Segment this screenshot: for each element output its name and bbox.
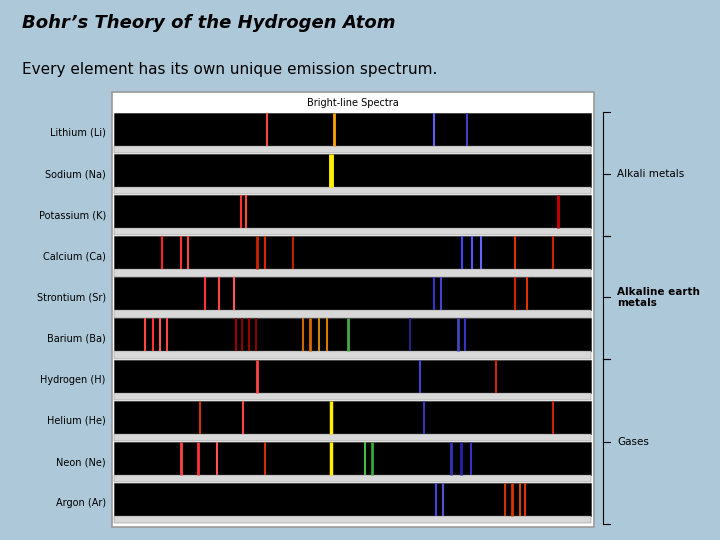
Text: Helium (He): Helium (He) bbox=[47, 416, 106, 426]
FancyBboxPatch shape bbox=[114, 360, 591, 393]
FancyBboxPatch shape bbox=[114, 401, 591, 434]
Text: Potassium (K): Potassium (K) bbox=[39, 210, 106, 220]
FancyBboxPatch shape bbox=[114, 434, 591, 441]
Text: Gases: Gases bbox=[617, 436, 649, 447]
Text: Neon (Ne): Neon (Ne) bbox=[56, 457, 106, 467]
FancyBboxPatch shape bbox=[114, 483, 591, 516]
Text: Lithium (Li): Lithium (Li) bbox=[50, 128, 106, 138]
FancyBboxPatch shape bbox=[114, 146, 591, 153]
Text: Alkaline earth
metals: Alkaline earth metals bbox=[617, 287, 700, 308]
FancyBboxPatch shape bbox=[114, 269, 591, 276]
FancyBboxPatch shape bbox=[114, 195, 591, 228]
Text: Sodium (Na): Sodium (Na) bbox=[45, 169, 106, 179]
FancyBboxPatch shape bbox=[114, 319, 591, 352]
FancyBboxPatch shape bbox=[114, 442, 591, 475]
FancyBboxPatch shape bbox=[114, 228, 591, 235]
FancyBboxPatch shape bbox=[114, 236, 591, 269]
Text: Argon (Ar): Argon (Ar) bbox=[55, 498, 106, 508]
FancyBboxPatch shape bbox=[114, 113, 591, 146]
FancyBboxPatch shape bbox=[112, 92, 594, 526]
Text: Bohr’s Theory of the Hydrogen Atom: Bohr’s Theory of the Hydrogen Atom bbox=[22, 14, 395, 31]
FancyBboxPatch shape bbox=[114, 516, 591, 523]
FancyBboxPatch shape bbox=[114, 393, 591, 400]
Text: Barium (Ba): Barium (Ba) bbox=[47, 334, 106, 343]
Text: Every element has its own unique emission spectrum.: Every element has its own unique emissio… bbox=[22, 62, 437, 77]
FancyBboxPatch shape bbox=[114, 187, 591, 194]
Text: Bright-line Spectra: Bright-line Spectra bbox=[307, 98, 399, 109]
Text: Strontium (Sr): Strontium (Sr) bbox=[37, 293, 106, 302]
Text: Alkali metals: Alkali metals bbox=[617, 169, 684, 179]
FancyBboxPatch shape bbox=[114, 278, 591, 310]
Text: Calcium (Ca): Calcium (Ca) bbox=[43, 251, 106, 261]
FancyBboxPatch shape bbox=[114, 310, 591, 318]
FancyBboxPatch shape bbox=[114, 154, 591, 187]
FancyBboxPatch shape bbox=[114, 475, 591, 482]
Text: Hydrogen (H): Hydrogen (H) bbox=[40, 375, 106, 385]
FancyBboxPatch shape bbox=[114, 352, 591, 359]
